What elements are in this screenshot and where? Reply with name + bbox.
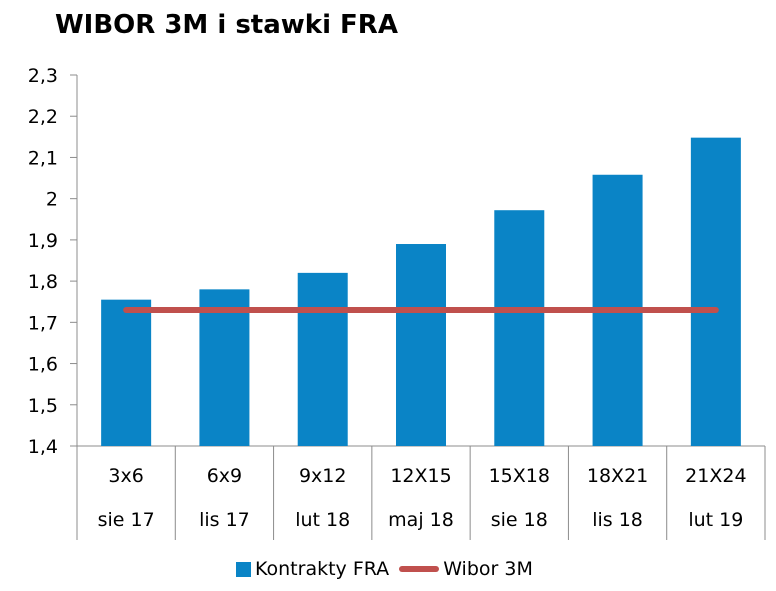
x-tick-label: 3x6 [108, 465, 143, 487]
x-subtick-label: lis 18 [592, 509, 643, 531]
x-tick-label: 6x9 [207, 465, 242, 487]
x-subtick-label: lut 19 [688, 509, 743, 531]
y-tick-label: 2 [46, 189, 58, 211]
y-tick-label: 1,8 [28, 271, 58, 293]
x-axis-labels: 3x6 sie 17 6x9 lis 17 9x12 lut 18 12X15 maj 18 1… [98, 465, 747, 531]
legend-swatch-fra [236, 561, 251, 577]
y-tick-label: 1,7 [28, 312, 58, 334]
y-tick-label: 1,4 [28, 436, 58, 458]
x-subtick-label: sie 17 [98, 509, 155, 531]
y-tick-label: 1,6 [28, 354, 58, 376]
x-tick-label: 15X18 [489, 465, 550, 487]
x-tick-label: 18X21 [587, 465, 648, 487]
x-subtick-label: maj 18 [388, 509, 454, 531]
y-tick-label: 2,3 [28, 65, 58, 87]
bar-6x9 [199, 289, 250, 446]
y-tick-label: 2,1 [28, 147, 58, 169]
bar-12X15 [396, 244, 446, 446]
x-tick-label: 21X24 [685, 465, 746, 487]
legend-label-wibor: Wibor 3M [443, 558, 533, 580]
chart-title: WIBOR 3M i stawki FRA [55, 10, 398, 40]
bar-9x12 [297, 272, 348, 446]
bar-3x6 [101, 299, 152, 446]
bar-15X18 [494, 210, 545, 446]
y-tick-label: 2,2 [28, 106, 58, 128]
x-subtick-label: lis 17 [199, 509, 250, 531]
bar-21X24 [690, 137, 741, 446]
legend-item-fra: Kontrakty FRA [236, 558, 389, 580]
x-tick-label: 9x12 [299, 465, 347, 487]
y-axis-labels: 1,4 1,5 1,6 1,7 1,8 1,9 2 2,1 2,2 2,3 [28, 65, 58, 458]
x-tick-label: 12X15 [390, 465, 451, 487]
legend-swatch-wibor [399, 566, 440, 572]
legend-item-wibor: Wibor 3M [399, 558, 533, 580]
y-tick-label: 1,9 [28, 230, 58, 252]
x-subtick-label: lut 18 [295, 509, 350, 531]
legend-label-fra: Kontrakty FRA [255, 558, 390, 580]
bars-group [101, 137, 741, 446]
x-subtick-label: sie 18 [491, 509, 548, 531]
y-tick-label: 1,5 [28, 395, 58, 417]
chart-legend: Kontrakty FRA Wibor 3M [236, 558, 543, 580]
